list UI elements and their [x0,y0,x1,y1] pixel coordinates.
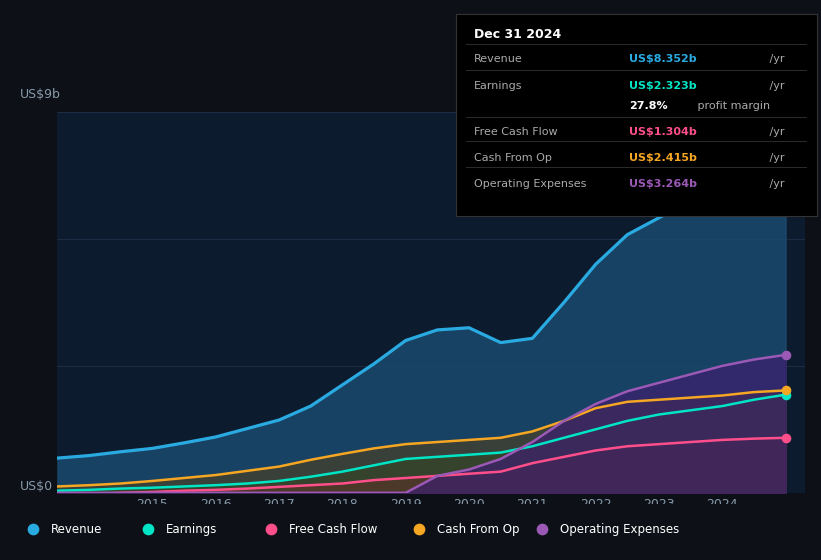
Text: US$8.352b: US$8.352b [629,54,697,64]
Text: Operating Expenses: Operating Expenses [474,179,586,189]
Text: Cash From Op: Cash From Op [474,153,552,163]
Text: Free Cash Flow: Free Cash Flow [289,522,378,536]
Text: Free Cash Flow: Free Cash Flow [474,127,557,137]
Text: Earnings: Earnings [166,522,218,536]
Text: /yr: /yr [766,127,785,137]
Text: US$2.323b: US$2.323b [629,81,697,91]
Text: Dec 31 2024: Dec 31 2024 [474,28,561,41]
Point [412,525,425,534]
Point [141,525,154,534]
Text: US$2.415b: US$2.415b [629,153,697,163]
Text: US$1.304b: US$1.304b [629,127,697,137]
Point [535,525,548,534]
Text: Revenue: Revenue [474,54,522,64]
Text: /yr: /yr [766,179,785,189]
Text: Cash From Op: Cash From Op [437,522,519,536]
Text: Earnings: Earnings [474,81,522,91]
Point [779,433,792,442]
Point [779,386,792,395]
Point [779,390,792,399]
Text: US$0: US$0 [21,480,53,493]
Point [264,525,277,534]
Point [779,351,792,360]
Text: Operating Expenses: Operating Expenses [560,522,679,536]
Point [779,135,792,144]
Text: US$3.264b: US$3.264b [629,179,697,189]
Text: Revenue: Revenue [51,522,103,536]
Text: /yr: /yr [766,81,785,91]
Point [26,525,39,534]
Text: /yr: /yr [766,54,785,64]
Text: profit margin: profit margin [694,101,770,111]
Text: /yr: /yr [766,153,785,163]
Text: 27.8%: 27.8% [629,101,667,111]
Text: US$9b: US$9b [21,87,61,101]
